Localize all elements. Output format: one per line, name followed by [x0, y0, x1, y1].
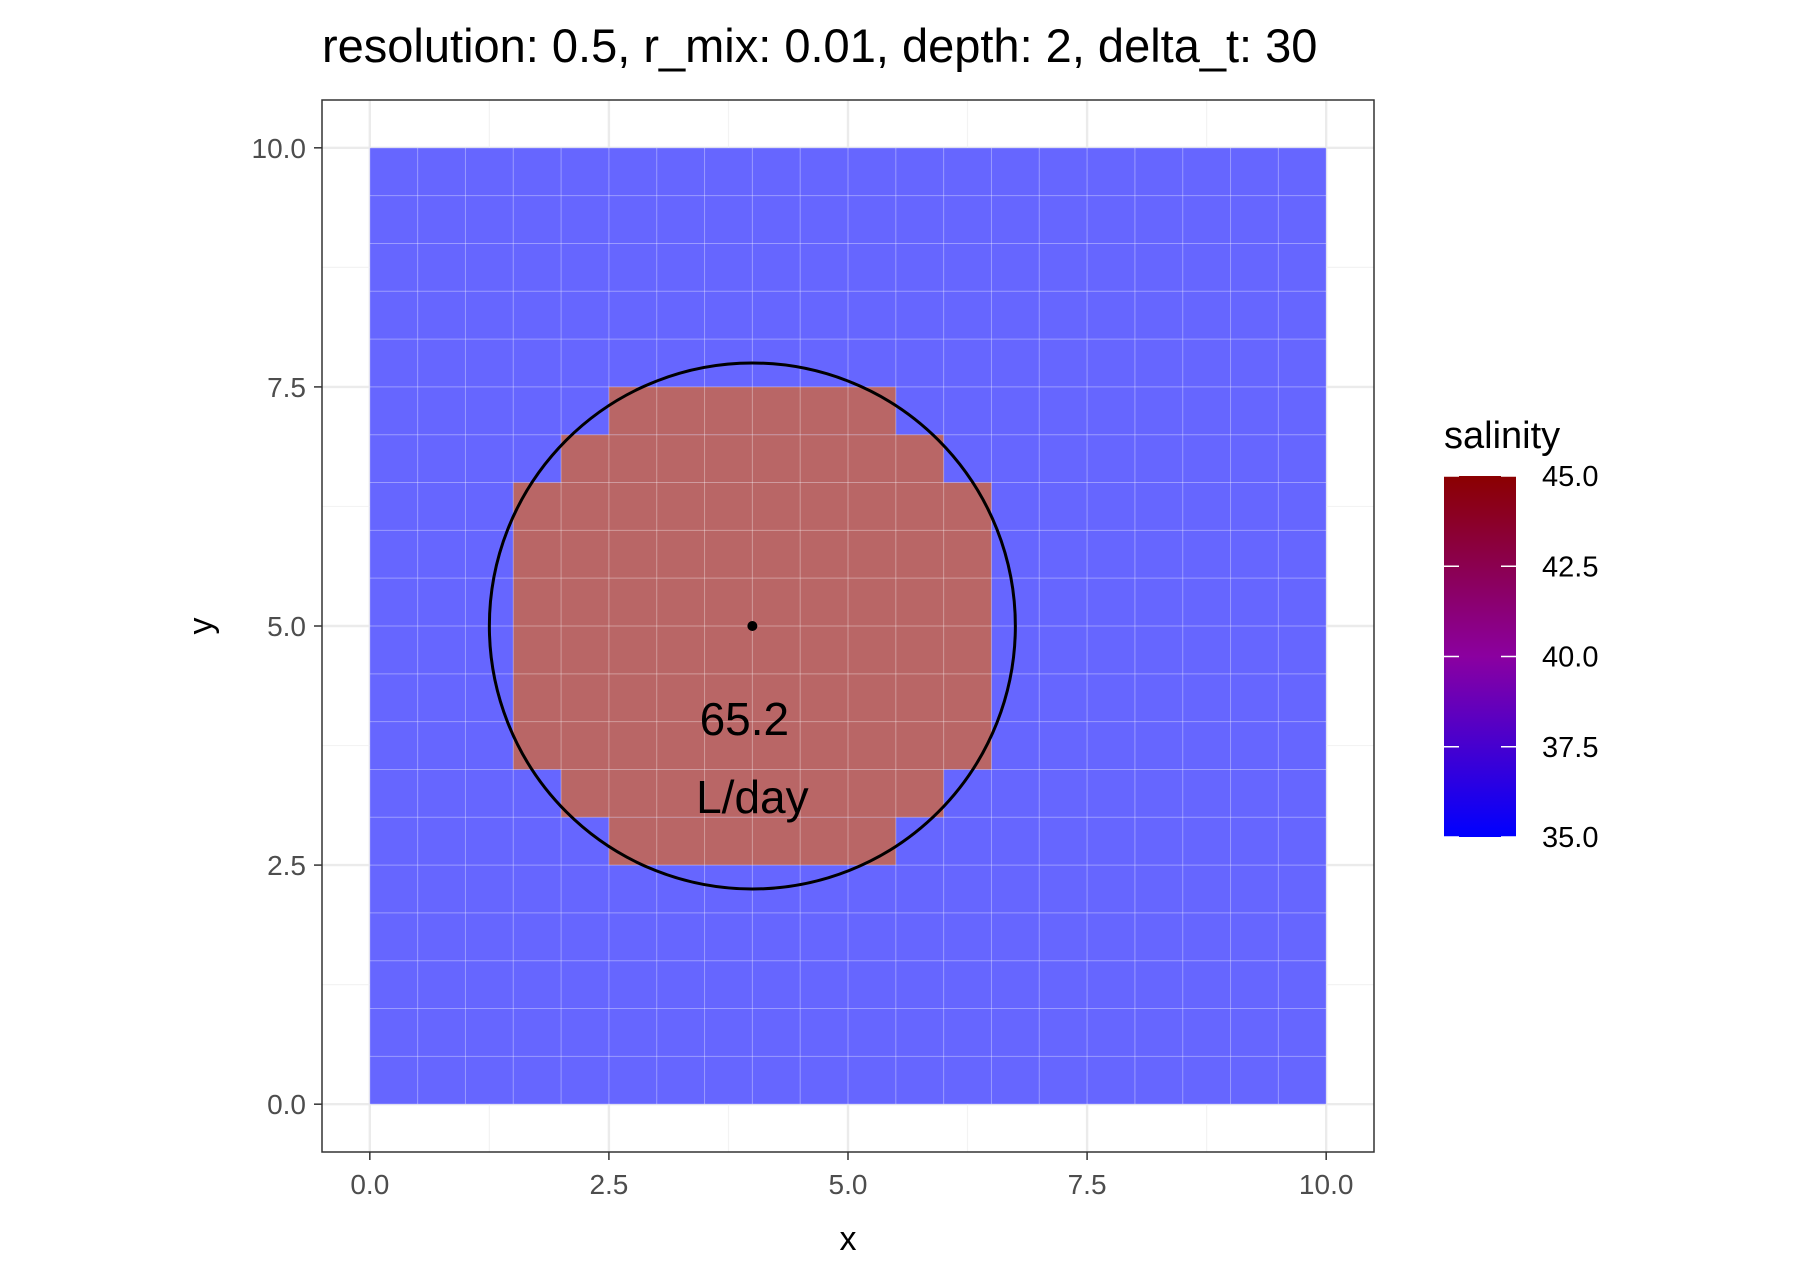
x-axis-title: x	[840, 1220, 857, 1258]
high-salinity-cells	[561, 434, 944, 483]
y-tick-label: 10.0	[252, 133, 307, 164]
chart-title: resolution: 0.5, r_mix: 0.01, depth: 2, …	[322, 19, 1317, 72]
y-tick-label: 5.0	[267, 611, 306, 642]
mixing-radius-circle	[487, 361, 1017, 891]
cell-borders	[369, 147, 1327, 1105]
legend-label: 40.0	[1542, 642, 1598, 674]
y-tick-label: 0.0	[267, 1089, 306, 1120]
y-tick-label: 7.5	[267, 372, 306, 403]
heatmap-cells	[369, 147, 1327, 1105]
legend-title: salinity	[1444, 415, 1560, 457]
x-tick-label: 0.0	[350, 1169, 389, 1200]
legend-label: 45.0	[1542, 461, 1598, 493]
y-axis: 0.0 2.5 5.0 7.5 10.0	[252, 133, 322, 1120]
legend: salinity 35.0 37.5 40.0 42.5 45.0	[1444, 415, 1598, 854]
x-tick-label: 5.0	[829, 1169, 868, 1200]
flow-unit-label: L/day	[696, 771, 809, 823]
flow-value-label: 65.2	[700, 693, 790, 745]
high-salinity-cells	[561, 769, 944, 818]
x-axis: 0.0 2.5 5.0 7.5 10.0	[350, 1152, 1353, 1200]
legend-label: 42.5	[1542, 551, 1598, 583]
x-tick-label: 2.5	[589, 1169, 628, 1200]
high-salinity-cells	[608, 386, 896, 435]
source-point	[747, 621, 758, 631]
y-tick-label: 2.5	[267, 850, 306, 881]
x-tick-label: 10.0	[1299, 1169, 1354, 1200]
high-salinity-cells	[608, 817, 896, 866]
plot-panel: 65.2 L/day	[321, 99, 1375, 1153]
x-tick-label: 7.5	[1068, 1169, 1107, 1200]
legend-label: 35.0	[1542, 822, 1598, 854]
legend-ticks: 35.0 37.5 40.0 42.5 45.0	[1444, 461, 1598, 854]
y-axis-title: y	[182, 618, 220, 635]
legend-label: 37.5	[1542, 732, 1598, 764]
